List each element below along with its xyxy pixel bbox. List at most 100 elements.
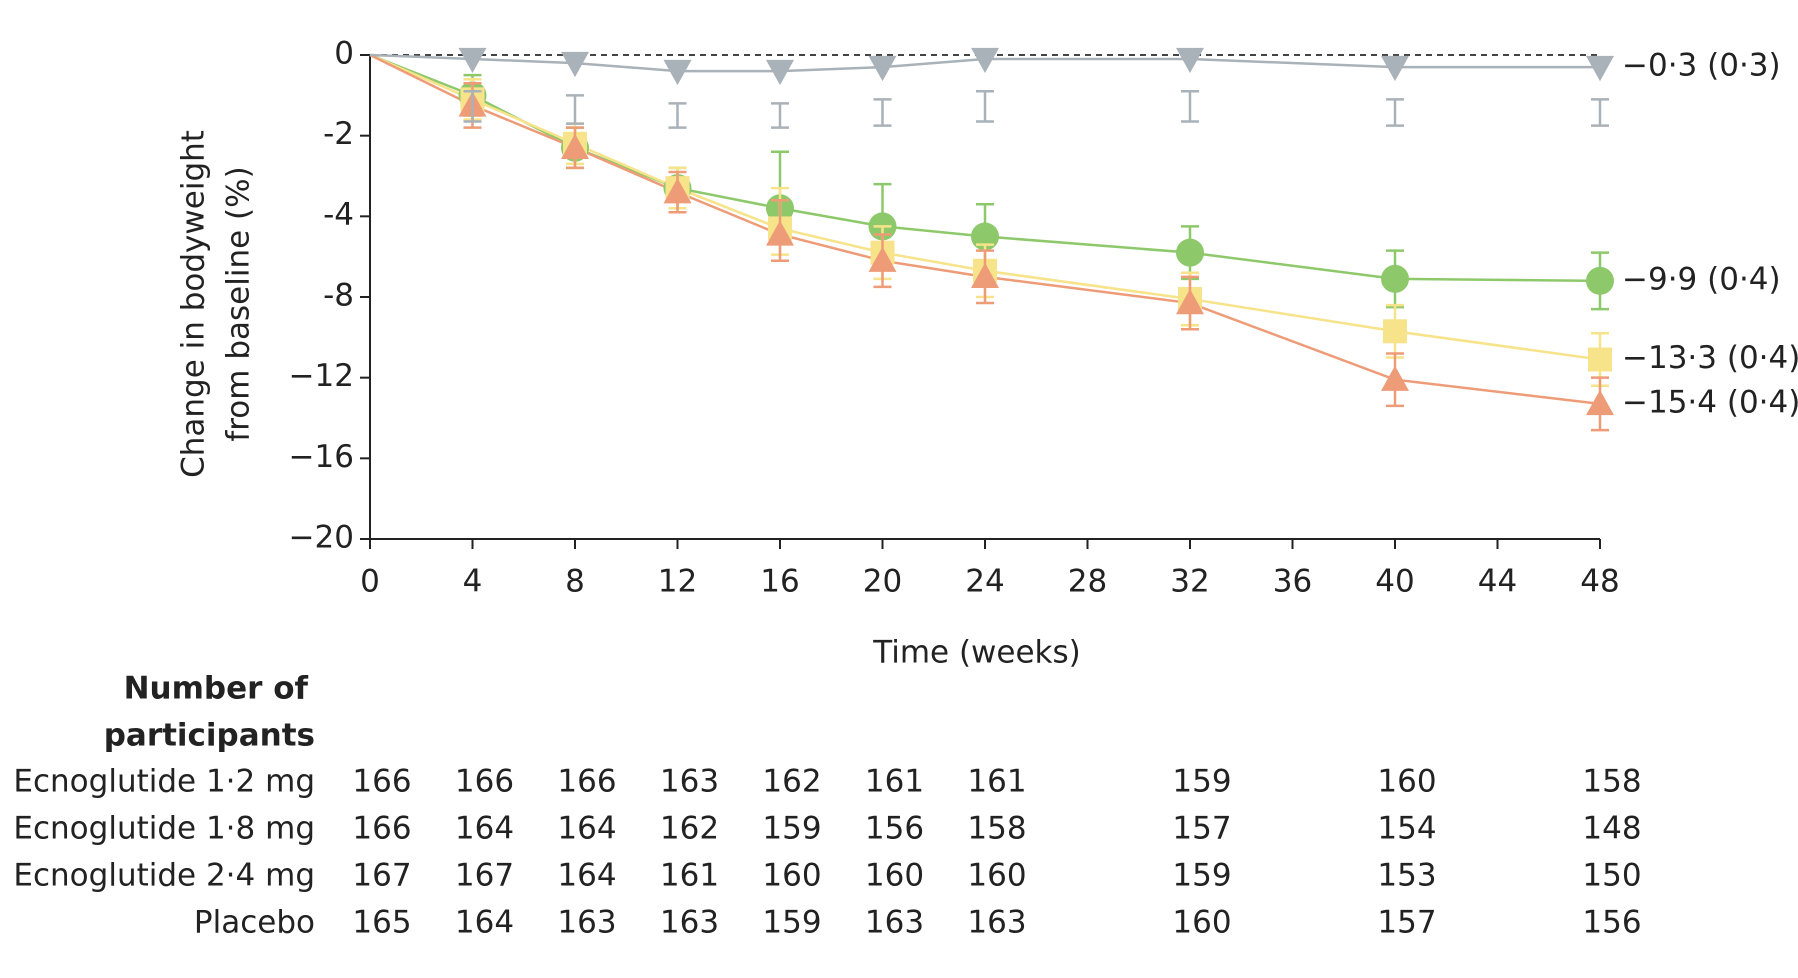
marker <box>766 59 794 86</box>
marker <box>868 246 897 272</box>
marker <box>766 220 794 246</box>
error-bar <box>1181 90 1199 123</box>
table-cell: 166 <box>455 764 514 800</box>
table-cell: 160 <box>1377 764 1436 800</box>
table-row-label: Ecnoglutide 1·2 mg <box>13 764 315 800</box>
table-cell: 159 <box>762 905 821 941</box>
x-tick-label: 16 <box>760 564 799 600</box>
x-tick-label: 32 <box>1170 564 1209 600</box>
table-cell: 157 <box>1377 905 1436 941</box>
table-cell: 158 <box>967 811 1026 847</box>
marker <box>1586 266 1614 295</box>
marker <box>1176 238 1204 267</box>
table-cell: 167 <box>455 858 514 894</box>
table-cell: 156 <box>1582 905 1641 941</box>
table-cell: 165 <box>352 905 411 941</box>
x-tick-label: 28 <box>1068 564 1107 600</box>
table-cell: 164 <box>455 905 514 941</box>
x-tick-label: 40 <box>1375 564 1414 600</box>
x-tick-label: 48 <box>1580 564 1619 600</box>
marker <box>561 51 589 78</box>
table-row-label: Placebo <box>194 905 315 941</box>
marker <box>971 47 999 74</box>
y-tick-label: -4 <box>323 197 354 233</box>
table-cell: 159 <box>1172 764 1231 800</box>
table-cell: 166 <box>352 764 411 800</box>
error-bar <box>566 94 584 125</box>
y-tick-label: −20 <box>289 520 354 556</box>
series-line <box>369 53 1601 361</box>
table-cell: 166 <box>557 764 616 800</box>
table-cell: 166 <box>352 811 411 847</box>
x-tick-label: 8 <box>565 564 585 600</box>
table-cell: 153 <box>1377 858 1436 894</box>
table-cell: 164 <box>455 811 514 847</box>
table-cell: 161 <box>865 764 924 800</box>
table-cell: 163 <box>660 764 719 800</box>
y-tick-label: -2 <box>323 116 354 152</box>
table-cell: 148 <box>1582 811 1641 847</box>
table-cell: 162 <box>762 764 821 800</box>
series-line <box>369 53 1601 406</box>
y-tick-label: −16 <box>289 439 354 475</box>
marker <box>868 55 897 82</box>
error-bar <box>1386 98 1404 127</box>
error-bar <box>463 90 482 123</box>
x-tick-label: 44 <box>1478 564 1517 600</box>
table-cell: 163 <box>967 905 1026 941</box>
table-cell: 167 <box>352 858 411 894</box>
marker <box>458 47 487 74</box>
table-cell: 161 <box>660 858 719 894</box>
marker <box>1176 289 1204 315</box>
table-cell: 157 <box>1172 811 1231 847</box>
x-tick-label: 24 <box>965 564 1004 600</box>
marker <box>1586 389 1614 416</box>
table-cell: 164 <box>557 811 616 847</box>
table-cell: 163 <box>865 905 924 941</box>
table-cell: 161 <box>967 764 1026 800</box>
series-line <box>369 53 1600 73</box>
marker <box>561 133 589 159</box>
y-axis-title: from baseline (%) <box>221 166 257 441</box>
marker <box>1588 347 1612 372</box>
marker <box>971 262 999 289</box>
marker <box>1381 264 1409 293</box>
table-cell: 158 <box>1582 764 1641 800</box>
table-cell: 162 <box>660 811 719 847</box>
marker <box>1381 365 1409 391</box>
table-cell: 160 <box>1172 905 1231 941</box>
table-title: Number of <box>124 671 309 707</box>
marker <box>663 178 692 204</box>
table-cell: 159 <box>1172 858 1231 894</box>
x-tick-label: 20 <box>863 564 902 600</box>
x-tick-label: 4 <box>463 564 483 600</box>
y-tick-label: -8 <box>323 278 354 314</box>
error-bar <box>1591 98 1609 127</box>
x-tick-label: 36 <box>1273 564 1312 600</box>
end-label: −15·4 (0·4) <box>1622 384 1798 420</box>
table-row-label: Ecnoglutide 2·4 mg <box>13 858 315 894</box>
table-cell: 164 <box>557 858 616 894</box>
table-row-label: Ecnoglutide 1·8 mg <box>13 811 315 847</box>
end-label: −13·3 (0·4) <box>1622 340 1798 376</box>
marker <box>1383 319 1407 344</box>
end-label: −0·3 (0·3) <box>1622 48 1781 84</box>
table-title: participants <box>104 718 315 754</box>
table-cell: 160 <box>762 858 821 894</box>
x-tick-label: 12 <box>658 564 697 600</box>
error-bar <box>873 98 892 127</box>
table-cell: 163 <box>660 905 719 941</box>
table-cell: 163 <box>557 905 616 941</box>
marker <box>663 59 692 86</box>
y-tick-label: −12 <box>289 358 354 394</box>
table-cell: 156 <box>865 811 924 847</box>
table-cell: 159 <box>762 811 821 847</box>
table-cell: 154 <box>1377 811 1436 847</box>
end-label: −9·9 (0·4) <box>1622 261 1781 297</box>
x-tick-label: 0 <box>360 564 380 600</box>
error-bar <box>668 102 687 129</box>
y-tick-label: 0 <box>334 36 354 72</box>
marker <box>1176 47 1204 74</box>
marker <box>1586 55 1614 82</box>
